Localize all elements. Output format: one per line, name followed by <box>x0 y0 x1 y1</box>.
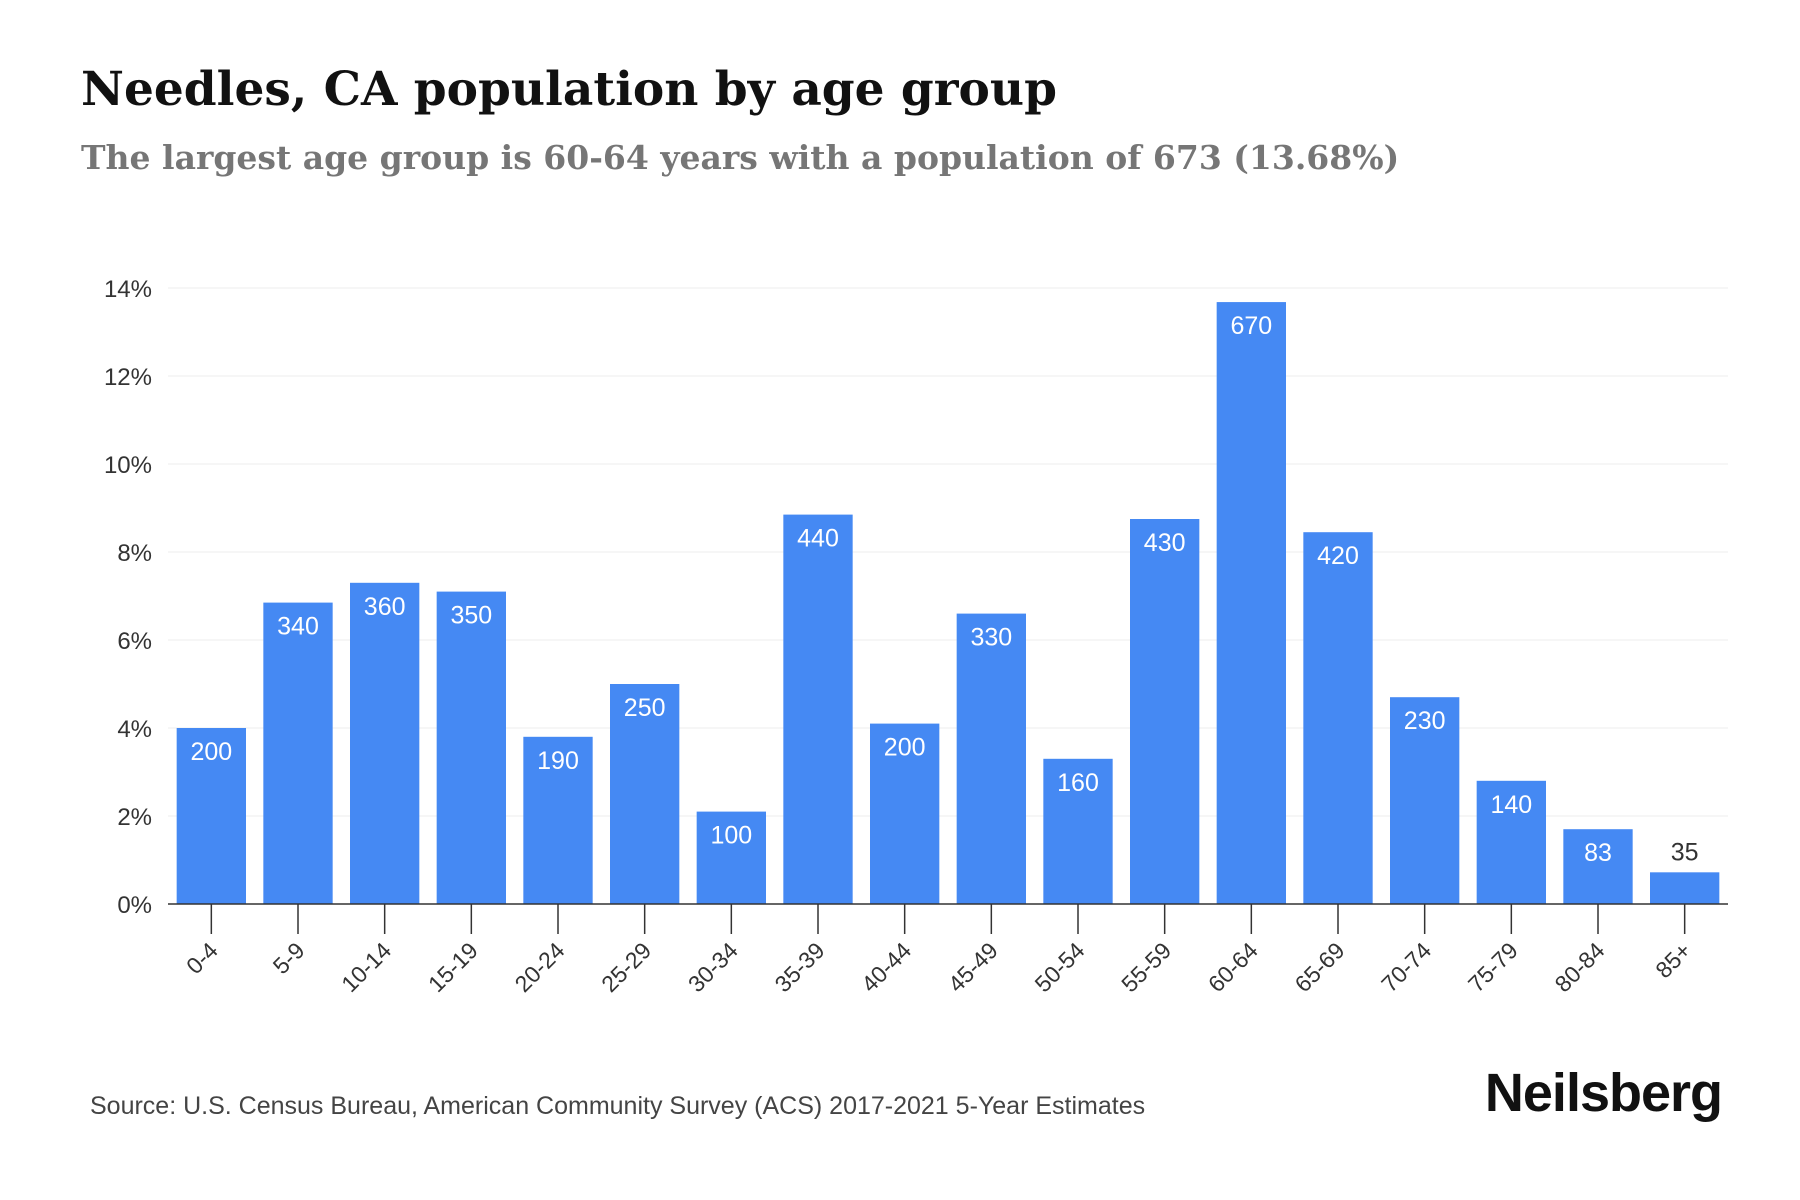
x-tick-label: 10-14 <box>336 937 396 997</box>
bar <box>783 514 853 904</box>
data-label: 330 <box>970 624 1012 652</box>
bar <box>1303 532 1373 904</box>
x-tick-label: 40-44 <box>856 937 916 997</box>
bar <box>956 613 1026 904</box>
x-tick-label: 55-59 <box>1116 937 1176 997</box>
gridlines <box>168 287 1728 817</box>
data-labels: 200 340 360 350 190 250 100 440 200 330 160 430 670 4… <box>190 312 1698 867</box>
bar <box>350 582 420 904</box>
data-label: 360 <box>364 593 406 621</box>
y-tick-label: 10% <box>104 452 152 479</box>
data-label: 140 <box>1490 791 1532 819</box>
bar <box>1563 829 1633 904</box>
data-label: 190 <box>537 747 579 775</box>
data-label: 35 <box>1671 838 1699 866</box>
x-tick-label: 0-4 <box>181 937 223 979</box>
data-label: 250 <box>624 694 666 722</box>
y-tick-label: 6% <box>117 628 152 655</box>
x-tick-label: 35-39 <box>770 937 830 997</box>
data-label: 350 <box>450 602 492 630</box>
bar <box>610 684 680 904</box>
y-axis-ticks: 0% 2% 4% 6% 8% 10% 12% 14% <box>104 276 152 919</box>
x-tick-label: 85+ <box>1650 937 1696 983</box>
x-tick-label: 15-19 <box>423 937 483 997</box>
bar <box>870 723 940 904</box>
data-label: 420 <box>1317 542 1359 570</box>
bar <box>1650 872 1720 904</box>
chart-title: Needles, CA population by age group <box>81 62 1057 117</box>
brand-logo: Neilsberg <box>1484 1063 1723 1123</box>
x-tick-label: 70-74 <box>1376 937 1436 997</box>
data-label: 200 <box>190 738 232 766</box>
data-label: 200 <box>884 734 926 762</box>
data-label: 430 <box>1144 529 1186 557</box>
bar <box>1390 697 1460 904</box>
x-axis: 0-4 5-9 10-14 15-19 20-24 25-29 30-34 35-39 40-4… <box>168 903 1728 997</box>
x-tick-label: 65-69 <box>1290 937 1350 997</box>
y-tick-label: 12% <box>104 364 152 391</box>
bar <box>436 591 506 904</box>
x-tick-label: 60-64 <box>1203 937 1263 997</box>
y-tick-label: 0% <box>117 892 152 919</box>
x-tick-label: 45-49 <box>943 937 1003 997</box>
y-tick-label: 14% <box>104 276 152 303</box>
bar <box>1476 780 1546 904</box>
source-note: Source: U.S. Census Bureau, American Com… <box>90 1092 1146 1120</box>
chart-subtitle: The largest age group is 60-64 years wit… <box>81 138 1400 177</box>
x-tick-label: 80-84 <box>1550 937 1610 997</box>
bar <box>1216 302 1286 905</box>
data-label: 340 <box>277 613 319 641</box>
x-tick-label: 25-29 <box>596 937 656 997</box>
data-label: 83 <box>1584 839 1612 867</box>
bar <box>176 728 246 904</box>
bar <box>1043 758 1113 904</box>
y-tick-label: 4% <box>117 716 152 743</box>
data-label: 440 <box>797 525 839 553</box>
bar <box>1130 519 1200 904</box>
x-tick-label: 30-34 <box>683 937 743 997</box>
bars <box>176 302 1720 905</box>
data-label: 670 <box>1230 312 1272 340</box>
data-label: 230 <box>1404 707 1446 735</box>
data-label: 160 <box>1057 769 1099 797</box>
y-tick-label: 2% <box>117 804 152 831</box>
bar-chart: 0% 2% 4% 6% 8% 10% 12% 14% 200 340 360 350 190 250 10… <box>104 276 1728 997</box>
x-tick-label: 75-79 <box>1463 937 1523 997</box>
data-label: 100 <box>710 822 752 850</box>
bar <box>696 811 766 904</box>
x-tick-label: 50-54 <box>1030 937 1090 997</box>
bar <box>523 736 593 904</box>
x-tick-label: 5-9 <box>268 937 310 979</box>
x-tick-label: 20-24 <box>510 937 570 997</box>
y-tick-label: 8% <box>117 540 152 567</box>
bar <box>263 602 333 904</box>
